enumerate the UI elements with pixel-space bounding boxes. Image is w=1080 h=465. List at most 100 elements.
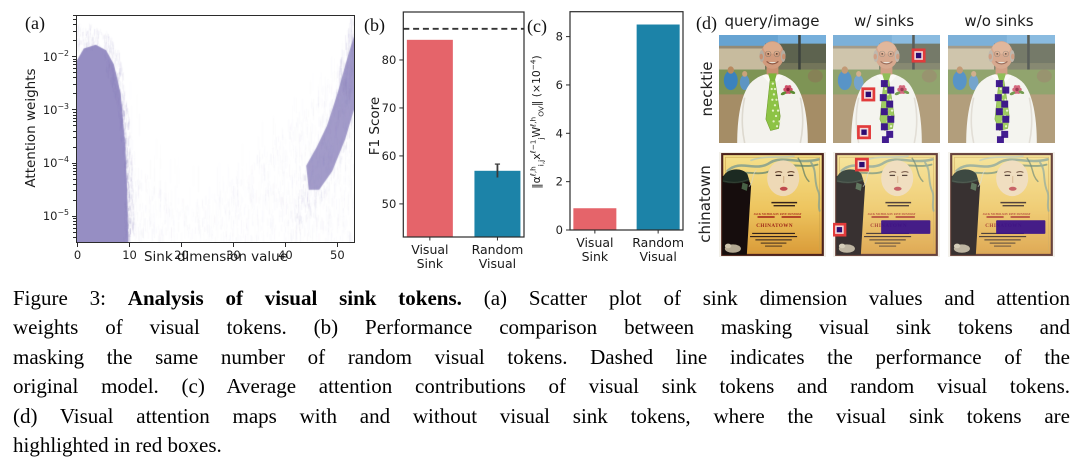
hair-strand-right: [1038, 161, 1050, 212]
y-tick-label: 6: [556, 78, 563, 92]
washed-overlay: [947, 151, 1055, 257]
flower-leaf: [789, 90, 796, 94]
movie-title: CHINATOWN: [756, 223, 793, 229]
attention-patch: [880, 123, 888, 131]
hat-brim: [951, 178, 978, 183]
x-tick-label: 50: [330, 248, 345, 262]
y-tick-mark: [71, 162, 76, 164]
credits-line: [978, 235, 1026, 237]
tie-dot: [772, 93, 776, 96]
attention-patch: [995, 80, 1003, 88]
x-tick-mark: [336, 242, 338, 247]
woman-face: [995, 159, 1028, 196]
y-tick-label: 10−4: [42, 155, 69, 170]
panel-b-ylabel: F1 Score: [367, 96, 383, 156]
y-minor-tick: [73, 14, 76, 16]
category-label: Random Visual: [472, 242, 524, 271]
y-tick-label: 70: [382, 101, 397, 115]
credit-block: [757, 215, 775, 218]
building: [833, 46, 880, 70]
tie-dot: [884, 87, 887, 91]
sleeve-crease: [799, 97, 804, 143]
skeletal-hand-detail: [838, 243, 846, 248]
bystander-blue-shirt: [952, 70, 967, 91]
tagline-text: [771, 201, 798, 203]
profile-face: [741, 181, 748, 191]
background-blob: [921, 69, 937, 83]
necktie-photo: [719, 35, 826, 143]
panel-a-ylabel: Attention weights: [23, 68, 39, 188]
glasses-left: [879, 50, 886, 57]
column-header-w-o-sinks: w/o sinks: [964, 12, 1034, 30]
y-minor-tick: [73, 61, 76, 63]
bystander-head: [727, 66, 734, 74]
eyebrow-right: [901, 170, 909, 173]
flower-leaf: [894, 91, 901, 96]
credits-line: [755, 238, 792, 240]
cigarette-smoke: [977, 169, 986, 187]
panel-d-label: (d): [696, 13, 717, 33]
panel-c-ylabel: ‖αℓ,hi,jxℓ−1jWℓ,hOV‖ (×10−4): [528, 55, 546, 189]
attention-patch: [881, 219, 931, 234]
flower-center: [1014, 87, 1019, 92]
tagline-text: [999, 201, 1026, 203]
sink-token-core: [861, 129, 867, 135]
hat-brim: [723, 178, 750, 183]
y-tick-label: 10−5: [42, 208, 69, 224]
bar-visual-sink: [406, 39, 453, 237]
y-minor-tick: [73, 30, 76, 32]
eyebrow-left: [888, 170, 897, 173]
bystander-blue-shirt: [837, 70, 852, 91]
tie-dot: [1003, 98, 1007, 101]
smile: [766, 60, 779, 65]
flower-center: [900, 87, 904, 92]
credits-line: [765, 245, 783, 246]
attention-map-chinatown-query: JACK NICHOLSON FAYE DUNAWAY CHINATOWN: [719, 151, 826, 257]
y-minor-tick: [73, 83, 76, 85]
y-tick-mark: [71, 109, 76, 111]
smoke-hair-highlight: [978, 154, 1024, 161]
cigarette-smoke: [862, 169, 871, 187]
attention-map-necktie-query: [719, 35, 826, 143]
caption-line-6: highlighted in red boxes.: [13, 433, 222, 458]
y-minor-tick: [73, 121, 76, 123]
bystander2: [853, 74, 864, 91]
fedora-hat: [836, 168, 864, 183]
bar-visual-sink: [573, 208, 617, 230]
panel-a-label: (a): [25, 13, 45, 33]
sink-token-core: [915, 52, 922, 59]
credits-line: [760, 242, 787, 244]
x-tick-label: 0: [73, 248, 82, 262]
tie-dot: [890, 109, 894, 112]
eye-right: [889, 53, 892, 55]
caption-line-2: weights of visual tokens. (b) Performanc…: [13, 315, 1070, 340]
credits-line: [752, 232, 795, 234]
glasses-right: [1002, 50, 1009, 57]
attention-patch: [886, 100, 894, 108]
y-minor-tick: [73, 227, 76, 229]
credits-line: [869, 238, 906, 240]
bystander2-head: [742, 70, 748, 77]
eye-left: [995, 53, 998, 55]
ear-right: [896, 53, 900, 60]
row-label-chinatown: chinatown: [696, 165, 714, 243]
profile-face: [969, 181, 977, 191]
tie-dot: [778, 120, 781, 123]
y-minor-tick: [73, 218, 76, 220]
tie-dot: [1005, 109, 1008, 112]
panel-a-xlabel: Sink dimension value: [143, 249, 289, 265]
bystander-head: [841, 66, 848, 74]
flower-leaf: [1018, 90, 1024, 94]
flower-leaf: [1009, 91, 1015, 96]
attention-patch: [887, 115, 895, 123]
sleeve-crease: [913, 97, 918, 143]
hair-strand: [1025, 157, 1039, 182]
y-minor-tick: [73, 130, 76, 132]
bystander2-head: [856, 70, 862, 77]
y-tick-label: 10−2: [42, 48, 69, 64]
actor-name: FAYE DUNAWAY: [780, 213, 802, 216]
caption-bold-title: Analysis of visual sink tokens.: [127, 286, 462, 310]
actor-name: JACK NICHOLSON: [753, 213, 778, 216]
